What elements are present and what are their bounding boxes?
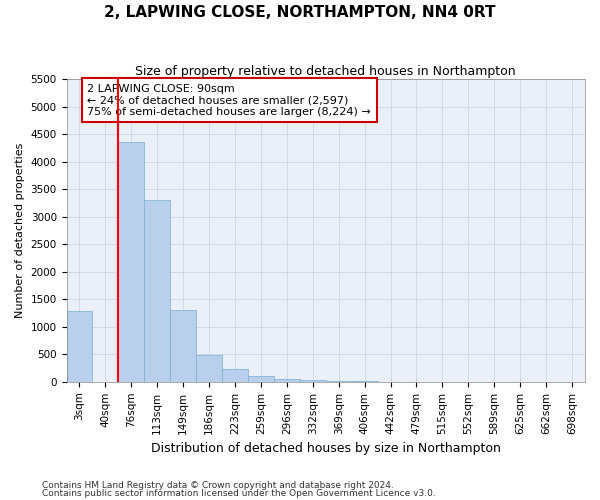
Bar [144, 200, 170, 382]
Text: Contains public sector information licensed under the Open Government Licence v3: Contains public sector information licen… [42, 490, 436, 498]
Bar [67, 312, 92, 382]
Bar [222, 368, 248, 382]
Bar [300, 380, 326, 382]
X-axis label: Distribution of detached houses by size in Northampton: Distribution of detached houses by size … [151, 442, 501, 455]
Bar [326, 380, 352, 382]
Title: Size of property relative to detached houses in Northampton: Size of property relative to detached ho… [136, 65, 516, 78]
Bar [196, 356, 222, 382]
Text: 2 LAPWING CLOSE: 90sqm
← 24% of detached houses are smaller (2,597)
75% of semi-: 2 LAPWING CLOSE: 90sqm ← 24% of detached… [87, 84, 371, 117]
Bar [170, 310, 196, 382]
Bar [274, 378, 300, 382]
Text: Contains HM Land Registry data © Crown copyright and database right 2024.: Contains HM Land Registry data © Crown c… [42, 480, 394, 490]
Y-axis label: Number of detached properties: Number of detached properties [15, 143, 25, 318]
Bar [118, 142, 144, 382]
Bar [248, 376, 274, 382]
Text: 2, LAPWING CLOSE, NORTHAMPTON, NN4 0RT: 2, LAPWING CLOSE, NORTHAMPTON, NN4 0RT [104, 5, 496, 20]
